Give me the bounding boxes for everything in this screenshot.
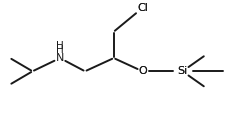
Text: Si: Si xyxy=(178,66,188,76)
Text: N: N xyxy=(56,53,64,63)
Text: H: H xyxy=(56,45,64,55)
Text: O: O xyxy=(138,66,147,76)
Text: O: O xyxy=(138,66,147,76)
Text: H: H xyxy=(56,41,64,51)
Text: Si: Si xyxy=(178,66,188,76)
Text: Cl: Cl xyxy=(137,3,148,13)
Text: Cl: Cl xyxy=(137,3,148,13)
